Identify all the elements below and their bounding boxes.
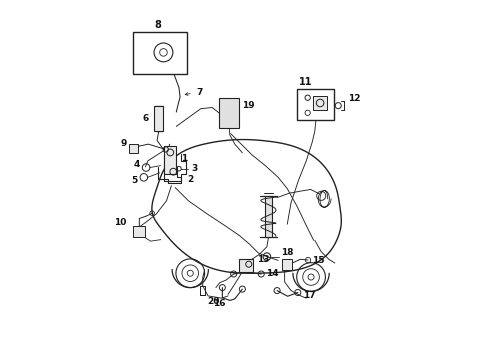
Text: 19: 19	[243, 101, 255, 110]
Text: 17: 17	[303, 291, 316, 300]
Text: 18: 18	[281, 248, 294, 257]
Bar	[282, 258, 292, 270]
Bar	[154, 107, 164, 131]
Bar	[129, 144, 138, 153]
Text: 4: 4	[133, 160, 140, 169]
Bar	[220, 99, 239, 128]
Text: 6: 6	[143, 114, 149, 123]
Text: 2: 2	[187, 175, 194, 184]
Text: 14: 14	[266, 269, 278, 278]
Bar	[132, 226, 145, 237]
Text: 1: 1	[181, 154, 187, 163]
Text: 3: 3	[191, 164, 197, 173]
Text: 15: 15	[312, 256, 324, 265]
Text: 16: 16	[214, 299, 226, 308]
Text: 5: 5	[131, 176, 137, 185]
Text: 20: 20	[207, 297, 220, 306]
Bar	[132, 32, 187, 74]
Bar	[265, 196, 272, 237]
Text: 8: 8	[154, 20, 161, 30]
Text: 11: 11	[299, 77, 313, 87]
Text: 12: 12	[348, 94, 361, 103]
Text: 9: 9	[120, 139, 126, 148]
Bar	[239, 258, 253, 272]
Text: 7: 7	[196, 87, 202, 96]
Text: 10: 10	[114, 218, 126, 227]
Text: 13: 13	[257, 255, 270, 264]
Bar	[297, 89, 334, 120]
Bar	[164, 146, 176, 174]
Bar	[313, 96, 327, 110]
